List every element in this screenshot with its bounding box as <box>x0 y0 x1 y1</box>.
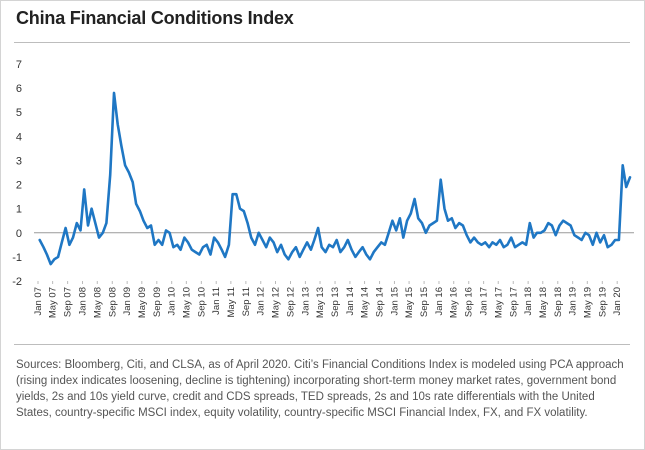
x-tick-label: Sep 12 <box>286 287 297 317</box>
x-tick-label: Sep 18 <box>553 287 564 317</box>
y-tick-label: 4 <box>16 131 22 143</box>
x-tick-label: Sep 08 <box>107 287 118 317</box>
x-tick-label: May 12 <box>271 287 282 318</box>
x-tick-label: Sep 07 <box>63 287 74 317</box>
y-tick-label: 3 <box>16 155 22 167</box>
x-tick-label: Jan 11 <box>211 287 222 315</box>
y-tick-label: 6 <box>16 83 22 95</box>
y-axis: 7 6 5 4 3 2 1 0 -1 -2 <box>12 59 634 288</box>
x-tick-label: Jan 20 <box>612 287 623 316</box>
x-tick-label: Jan 07 <box>33 287 44 316</box>
y-tick-label: -1 <box>12 252 22 264</box>
x-tick-label: May 16 <box>449 287 460 318</box>
x-tick-label: Jan 08 <box>78 287 89 316</box>
x-tick-label: Jan 12 <box>256 287 267 316</box>
x-tick-label: Sep 10 <box>196 287 207 317</box>
x-tick-label: Sep 19 <box>597 287 608 317</box>
x-tick-label: Sep 17 <box>508 287 519 317</box>
y-tick-label: 0 <box>16 228 22 240</box>
y-tick-label: 7 <box>16 59 22 71</box>
x-axis: Jan 07 May 07 Sep 07 Jan 08 May 08 Sep 08 Jan … <box>33 281 623 318</box>
x-tick-label: May 18 <box>538 287 549 318</box>
series-line <box>38 91 632 266</box>
x-tick-label: Jan 18 <box>523 287 534 316</box>
footer-divider <box>14 344 630 345</box>
y-tick-label: 5 <box>16 107 22 119</box>
x-tick-label: May 15 <box>404 287 415 318</box>
x-tick-label: May 17 <box>493 287 504 318</box>
x-tick-label: Jan 09 <box>122 287 133 316</box>
x-tick-label: Jan 17 <box>479 287 490 316</box>
x-tick-label: May 19 <box>582 287 593 318</box>
y-tick-label: -2 <box>12 276 22 288</box>
x-tick-label: Sep 09 <box>152 287 163 317</box>
x-tick-label: Sep 14 <box>375 287 386 317</box>
x-tick-label: Jan 19 <box>568 287 579 316</box>
x-tick-label: Jan 10 <box>167 287 178 316</box>
x-tick-label: Sep 13 <box>330 287 341 317</box>
x-tick-label: Jan 14 <box>345 287 356 316</box>
title-divider <box>14 42 630 43</box>
x-tick-label: May 10 <box>181 287 192 318</box>
source-note: Sources: Bloomberg, Citi, and CLSA, as o… <box>16 359 624 419</box>
y-tick-label: 1 <box>16 204 22 216</box>
x-tick-label: May 07 <box>48 287 59 318</box>
x-tick-label: May 11 <box>226 287 237 317</box>
x-tick-label: Jan 13 <box>300 287 311 316</box>
x-tick-label: May 09 <box>137 287 148 318</box>
x-tick-label: Sep 16 <box>464 287 475 317</box>
x-tick-label: May 14 <box>360 287 371 318</box>
x-tick-label: Jan 16 <box>434 287 445 316</box>
x-tick-label: Sep 11 <box>241 287 252 316</box>
chart-title: China Financial Conditions Index <box>16 8 294 28</box>
x-tick-label: Sep 15 <box>419 287 430 317</box>
x-tick-label: Jan 15 <box>389 287 400 316</box>
plot-area <box>38 91 632 266</box>
x-tick-label: May 08 <box>92 287 103 318</box>
y-tick-label: 2 <box>16 180 22 192</box>
x-tick-label: May 13 <box>315 287 326 318</box>
